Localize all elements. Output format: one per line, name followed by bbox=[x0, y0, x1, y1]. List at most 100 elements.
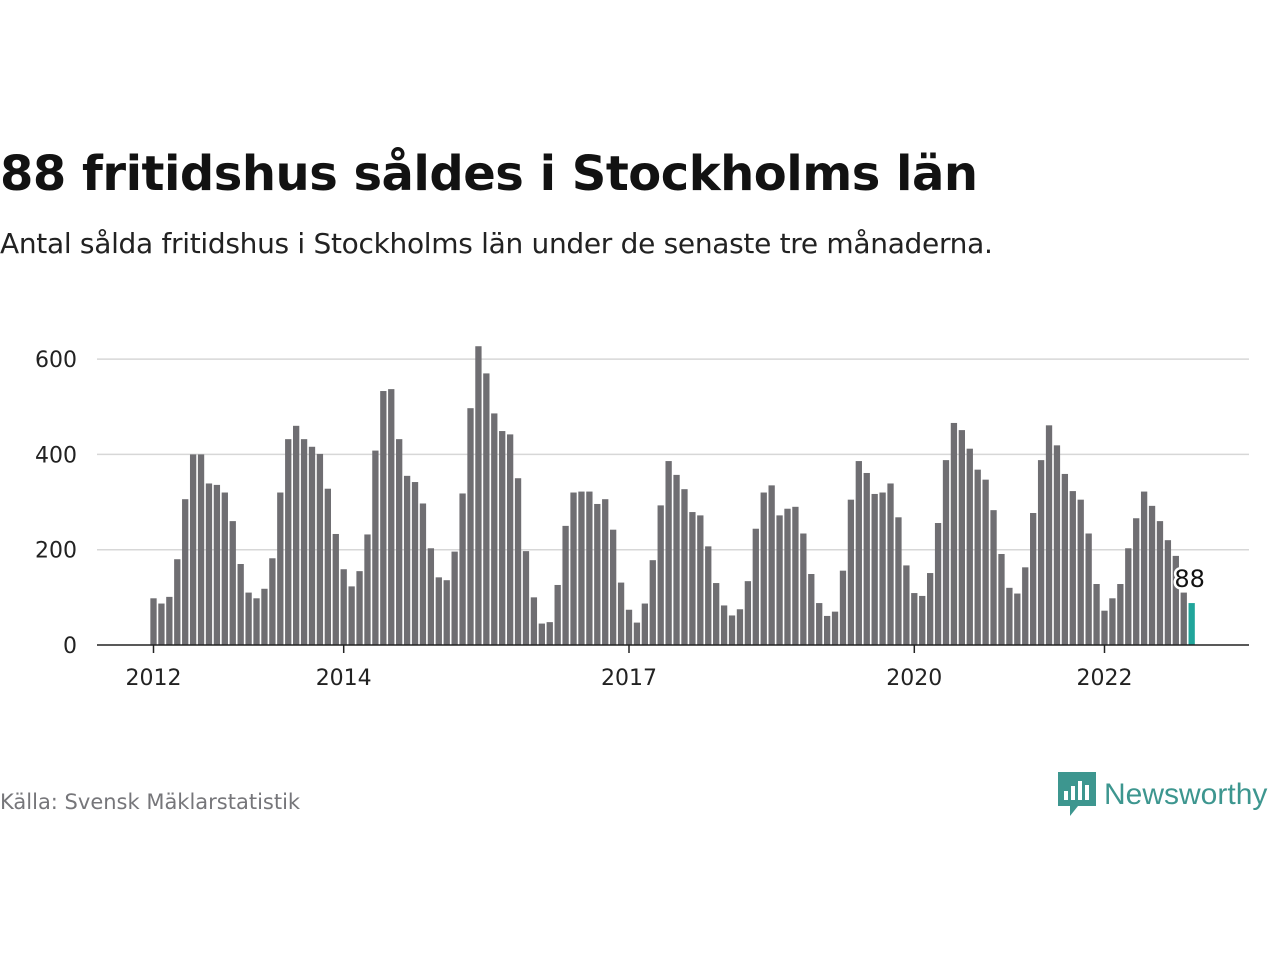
bar bbox=[974, 469, 981, 645]
bar bbox=[942, 460, 950, 645]
y-tick-label: 200 bbox=[35, 539, 77, 564]
bar bbox=[982, 479, 989, 645]
bar bbox=[443, 580, 450, 645]
bar bbox=[205, 483, 213, 645]
bar bbox=[665, 461, 672, 645]
bar bbox=[300, 439, 308, 645]
bar bbox=[903, 565, 910, 645]
bar bbox=[459, 493, 466, 645]
bar bbox=[808, 574, 815, 645]
bar bbox=[324, 488, 331, 645]
bar bbox=[1045, 425, 1053, 645]
x-tick-label: 2017 bbox=[601, 666, 657, 691]
bar bbox=[237, 564, 244, 645]
bar bbox=[197, 454, 205, 645]
bar bbox=[681, 489, 688, 645]
bar bbox=[1030, 513, 1037, 645]
bar bbox=[839, 570, 847, 645]
bar bbox=[340, 569, 347, 645]
y-tick-label: 600 bbox=[35, 348, 77, 373]
bar bbox=[784, 508, 791, 645]
bar bbox=[728, 615, 736, 645]
bar bbox=[285, 439, 292, 645]
bar bbox=[998, 553, 1005, 645]
bar bbox=[1172, 555, 1179, 645]
bar bbox=[855, 461, 862, 645]
bar bbox=[538, 623, 545, 645]
bar bbox=[403, 475, 411, 645]
bar bbox=[831, 611, 839, 645]
bar bbox=[229, 521, 236, 645]
bar bbox=[475, 346, 482, 645]
y-tick-label: 400 bbox=[35, 443, 77, 468]
x-tick-label: 2012 bbox=[126, 666, 182, 691]
gridlines bbox=[97, 358, 1249, 551]
bar bbox=[221, 492, 228, 645]
bar bbox=[752, 528, 759, 645]
bar bbox=[245, 592, 252, 645]
bar bbox=[1022, 567, 1029, 645]
bar bbox=[1069, 491, 1076, 645]
bar bbox=[1061, 473, 1069, 645]
bar bbox=[388, 389, 395, 645]
bar bbox=[372, 450, 379, 645]
bar bbox=[895, 517, 902, 645]
bar bbox=[594, 503, 601, 645]
bar bbox=[823, 615, 831, 645]
bar bbox=[269, 558, 276, 645]
bar bbox=[530, 597, 538, 645]
bar bbox=[316, 453, 324, 645]
bar bbox=[483, 373, 490, 645]
bar bbox=[1077, 499, 1084, 645]
bar bbox=[887, 483, 894, 645]
bar bbox=[554, 584, 561, 645]
bar bbox=[958, 430, 965, 645]
bar-chart: 0 200 400 600 2012 2014 2017 2020 2022 88 bbox=[35, 346, 1249, 691]
bar bbox=[934, 523, 942, 645]
bar bbox=[150, 598, 157, 645]
bar bbox=[966, 448, 973, 645]
y-axis-ticks: 0 200 400 600 bbox=[35, 348, 77, 659]
bar bbox=[1133, 518, 1140, 645]
bar bbox=[689, 512, 696, 645]
bar bbox=[546, 622, 553, 645]
bar bbox=[356, 571, 363, 645]
bar bbox=[602, 499, 609, 645]
bar bbox=[499, 431, 506, 645]
data-labels: 88 bbox=[1172, 563, 1208, 596]
bar bbox=[1053, 445, 1061, 645]
bar bbox=[1006, 587, 1013, 645]
bar bbox=[174, 559, 181, 645]
bar bbox=[1125, 548, 1132, 645]
bar bbox=[990, 510, 997, 645]
bar bbox=[625, 609, 633, 645]
bar bbox=[435, 577, 442, 645]
newsworthy-bar-chart-icon bbox=[1058, 772, 1096, 816]
bar bbox=[522, 551, 530, 645]
bar bbox=[792, 506, 799, 645]
bar bbox=[744, 581, 752, 645]
bar bbox=[800, 533, 807, 645]
bar bbox=[1014, 593, 1021, 645]
bar bbox=[863, 472, 870, 645]
bar bbox=[1156, 521, 1164, 645]
bar bbox=[261, 588, 268, 645]
bar bbox=[451, 551, 458, 645]
bar bbox=[586, 491, 593, 645]
source-note: Källa: Svensk Mäklarstatistik bbox=[0, 790, 301, 814]
bar bbox=[633, 622, 641, 645]
bar bbox=[705, 546, 712, 645]
bar bbox=[213, 484, 221, 645]
bar bbox=[1037, 460, 1045, 645]
bar bbox=[847, 499, 855, 645]
brand-name: Newsworthy bbox=[1104, 778, 1268, 811]
bar bbox=[736, 609, 744, 645]
x-tick-label: 2022 bbox=[1077, 666, 1133, 691]
bar bbox=[467, 408, 474, 645]
bar bbox=[673, 474, 680, 645]
bar bbox=[166, 596, 173, 645]
bar bbox=[380, 391, 387, 645]
bar bbox=[411, 482, 419, 645]
bar bbox=[649, 560, 656, 645]
bar bbox=[348, 586, 355, 645]
